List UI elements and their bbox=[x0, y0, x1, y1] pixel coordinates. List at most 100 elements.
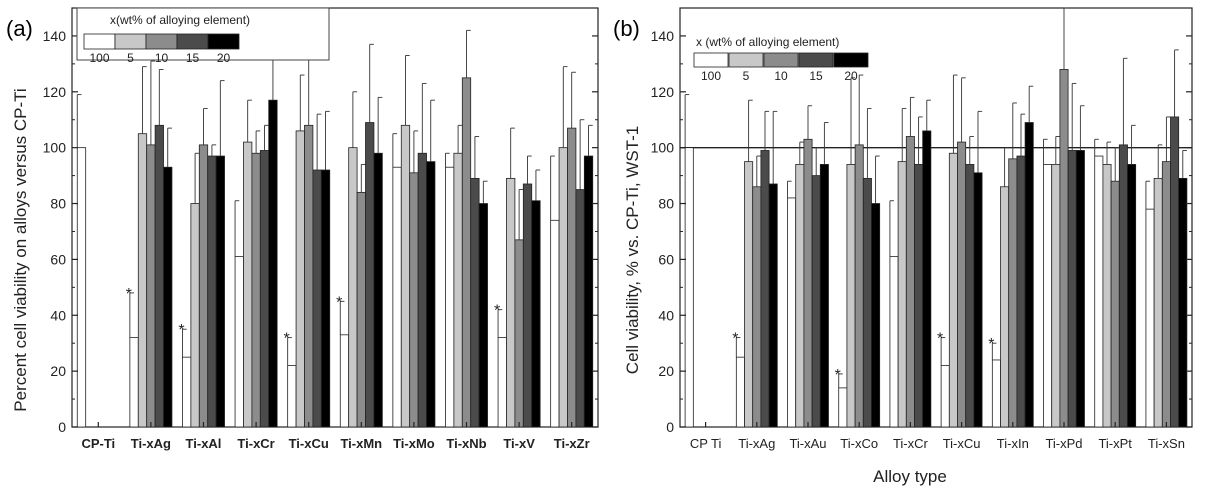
bar bbox=[1094, 155, 1104, 428]
bar bbox=[922, 130, 932, 428]
bar bbox=[339, 334, 350, 428]
panel-a-legend-title: x(wt% of alloying element) bbox=[110, 13, 250, 27]
bar bbox=[506, 177, 516, 428]
y-tick-label: 0 bbox=[666, 419, 674, 435]
bar bbox=[146, 144, 156, 428]
bar bbox=[1000, 186, 1010, 428]
chart-panel-a: (a) Percent cell viability on alloys ver… bbox=[6, 7, 599, 451]
plot-frame bbox=[679, 7, 1193, 428]
legend-swatch bbox=[145, 33, 178, 50]
panel-a-label: (a) bbox=[6, 16, 33, 41]
bar bbox=[129, 337, 139, 428]
bar bbox=[991, 359, 1001, 428]
bar bbox=[182, 356, 192, 428]
bar bbox=[478, 203, 488, 428]
bar bbox=[1024, 122, 1034, 428]
bar bbox=[583, 155, 594, 428]
category-label: Ti-xIn bbox=[997, 436, 1029, 451]
category-label: Ti-xAu bbox=[789, 436, 826, 451]
bar bbox=[373, 152, 383, 428]
bar bbox=[795, 164, 805, 428]
legend-label: 15 bbox=[186, 51, 200, 65]
bar bbox=[567, 127, 577, 428]
legend-swatch bbox=[728, 52, 764, 68]
bar bbox=[752, 186, 762, 428]
bar bbox=[871, 203, 881, 428]
category-label: CP-Ti bbox=[81, 436, 115, 451]
y-tick-label: 0 bbox=[58, 419, 66, 435]
category-label: Ti-xSn bbox=[1148, 436, 1185, 451]
bar bbox=[1008, 158, 1018, 428]
category-label: CP Ti bbox=[690, 436, 722, 451]
category-label: Ti-xCr bbox=[237, 436, 274, 451]
category-label: Ti-xCo bbox=[840, 436, 878, 451]
bar bbox=[1178, 177, 1188, 428]
bar bbox=[838, 387, 848, 428]
category-label: Ti-xV bbox=[503, 436, 535, 451]
plot-frame bbox=[71, 7, 599, 428]
category-label: Ti-xNb bbox=[446, 436, 486, 451]
legend-swatch bbox=[833, 52, 869, 68]
bar bbox=[470, 177, 480, 428]
bar bbox=[251, 152, 261, 428]
significance-marker: * bbox=[126, 286, 132, 303]
bar bbox=[735, 356, 745, 428]
legend-label: 100 bbox=[89, 51, 109, 65]
bar bbox=[811, 175, 821, 428]
legend-label: 10 bbox=[774, 69, 788, 83]
bar bbox=[1075, 150, 1085, 428]
bar bbox=[356, 191, 366, 428]
y-tick-label: 40 bbox=[50, 307, 66, 323]
panel-a-y-axis-title: Percent cell viability on alloys versus … bbox=[11, 88, 30, 411]
bar bbox=[1102, 164, 1112, 428]
category-label: Ti-xMo bbox=[393, 436, 435, 451]
panel-b-legend-title: x (wt% of alloying element) bbox=[696, 35, 839, 49]
category-label: Ti-xMn bbox=[340, 436, 382, 451]
legend-swatch bbox=[763, 52, 799, 68]
panel-a-legend: x(wt% of alloying element) 100 5 10 15 20 bbox=[76, 7, 330, 65]
bar bbox=[1051, 164, 1061, 428]
category-label: Ti-xCr bbox=[893, 436, 929, 451]
legend-label: 20 bbox=[217, 51, 231, 65]
bar bbox=[1059, 69, 1069, 428]
category-label: Ti-xPt bbox=[1098, 436, 1132, 451]
panel-b-label: (b) bbox=[613, 16, 640, 41]
legend-label: 15 bbox=[809, 69, 823, 83]
bar bbox=[497, 337, 507, 428]
bar bbox=[854, 144, 864, 428]
bar bbox=[550, 219, 560, 428]
legend-label: 100 bbox=[701, 69, 721, 83]
bar bbox=[531, 200, 541, 428]
bar bbox=[137, 133, 148, 428]
y-tick-label: 40 bbox=[658, 307, 674, 323]
bar bbox=[365, 122, 375, 428]
bar bbox=[1145, 208, 1155, 428]
bar bbox=[320, 169, 331, 428]
y-tick-label: 120 bbox=[651, 84, 675, 100]
bar bbox=[889, 256, 899, 428]
bar bbox=[744, 161, 754, 428]
bar bbox=[957, 141, 967, 428]
bar bbox=[522, 183, 533, 428]
category-label: Ti-xZr bbox=[554, 436, 590, 451]
legend-label: 5 bbox=[127, 51, 134, 65]
bar bbox=[819, 164, 829, 428]
y-tick-label: 80 bbox=[658, 196, 674, 212]
y-tick-label: 140 bbox=[43, 28, 67, 44]
bar bbox=[1118, 144, 1128, 428]
bar bbox=[295, 130, 305, 428]
significance-marker: * bbox=[178, 322, 184, 339]
legend-label: 5 bbox=[743, 69, 750, 83]
bar bbox=[392, 166, 402, 428]
category-label: Ti-xPd bbox=[1045, 436, 1082, 451]
y-tick-label: 20 bbox=[50, 363, 66, 379]
legend-label: 10 bbox=[155, 51, 169, 65]
legend-swatch bbox=[83, 33, 116, 50]
bar bbox=[445, 166, 455, 428]
significance-marker: * bbox=[284, 331, 290, 348]
y-tick-label: 140 bbox=[651, 28, 675, 44]
bar bbox=[768, 183, 778, 428]
bar bbox=[914, 164, 924, 428]
bar bbox=[1161, 161, 1171, 428]
